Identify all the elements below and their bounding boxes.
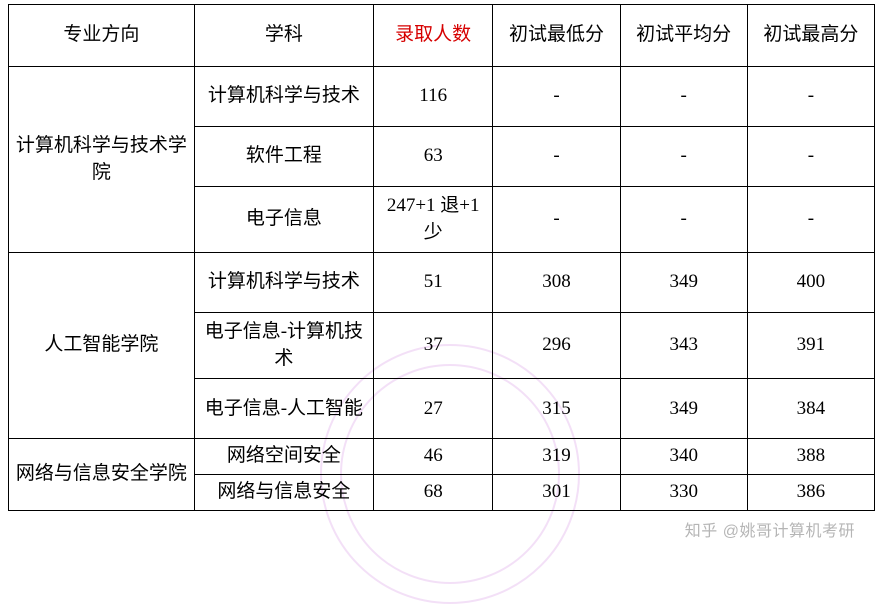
cell-min: 308 [493, 253, 620, 313]
cell-avg: 349 [620, 379, 747, 439]
cell-subject: 网络与信息安全 [194, 474, 373, 510]
cell-admitted: 63 [373, 127, 492, 187]
cell-admitted: 27 [373, 379, 492, 439]
table-row: 人工智能学院 计算机科学与技术 51 308 349 400 [9, 253, 875, 313]
cell-admitted: 116 [373, 67, 492, 127]
cell-avg: 340 [620, 439, 747, 475]
cell-subject: 软件工程 [194, 127, 373, 187]
cell-min: - [493, 187, 620, 253]
cell-min: 296 [493, 313, 620, 379]
header-subject: 学科 [194, 5, 373, 67]
cell-min: 301 [493, 474, 620, 510]
cell-direction: 人工智能学院 [9, 253, 195, 439]
cell-max: - [747, 187, 874, 253]
cell-avg: - [620, 67, 747, 127]
cell-subject: 计算机科学与技术 [194, 253, 373, 313]
admission-table: 专业方向 学科 录取人数 初试最低分 初试平均分 初试最高分 计算机科学与技术学… [8, 4, 875, 511]
cell-max: - [747, 127, 874, 187]
cell-avg: 343 [620, 313, 747, 379]
cell-min: - [493, 127, 620, 187]
cell-avg: - [620, 127, 747, 187]
cell-avg: 330 [620, 474, 747, 510]
table-row: 网络与信息安全学院 网络空间安全 46 319 340 388 [9, 439, 875, 475]
cell-max: 388 [747, 439, 874, 475]
cell-max: 384 [747, 379, 874, 439]
table-row: 计算机科学与技术学院 计算机科学与技术 116 - - - [9, 67, 875, 127]
cell-admitted: 51 [373, 253, 492, 313]
cell-direction: 网络与信息安全学院 [9, 439, 195, 510]
cell-min: 315 [493, 379, 620, 439]
cell-admitted: 37 [373, 313, 492, 379]
cell-max: - [747, 67, 874, 127]
cell-subject: 电子信息-人工智能 [194, 379, 373, 439]
header-admitted: 录取人数 [373, 5, 492, 67]
cell-min: 319 [493, 439, 620, 475]
cell-max: 386 [747, 474, 874, 510]
table-header-row: 专业方向 学科 录取人数 初试最低分 初试平均分 初试最高分 [9, 5, 875, 67]
cell-avg: - [620, 187, 747, 253]
cell-subject: 网络空间安全 [194, 439, 373, 475]
cell-max: 400 [747, 253, 874, 313]
cell-avg: 349 [620, 253, 747, 313]
header-avg-score: 初试平均分 [620, 5, 747, 67]
header-min-score: 初试最低分 [493, 5, 620, 67]
cell-admitted: 247+1 退+1 少 [373, 187, 492, 253]
cell-admitted: 68 [373, 474, 492, 510]
cell-direction: 计算机科学与技术学院 [9, 67, 195, 253]
cell-admitted: 46 [373, 439, 492, 475]
header-max-score: 初试最高分 [747, 5, 874, 67]
cell-subject: 电子信息 [194, 187, 373, 253]
header-direction: 专业方向 [9, 5, 195, 67]
cell-min: - [493, 67, 620, 127]
cell-subject: 电子信息-计算机技术 [194, 313, 373, 379]
cell-subject: 计算机科学与技术 [194, 67, 373, 127]
cell-max: 391 [747, 313, 874, 379]
watermark-text: 知乎 @姚哥计算机考研 [685, 517, 855, 541]
